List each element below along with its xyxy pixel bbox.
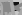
Text: 1: 1 <box>0 0 6 8</box>
Bar <box>4 3 19 11</box>
Text: 2: 2 <box>9 0 22 4</box>
Text: $V_0$: $V_0$ <box>0 11 22 15</box>
Text: $3V_0$: $3V_0$ <box>0 11 22 15</box>
Text: $3P_0$: $3P_0$ <box>0 0 4 15</box>
Text: 3: 3 <box>17 0 22 15</box>
Text: $P$: $P$ <box>0 0 16 15</box>
Text: $P_0$: $P_0$ <box>0 0 4 15</box>
Text: $V$: $V$ <box>4 0 22 15</box>
